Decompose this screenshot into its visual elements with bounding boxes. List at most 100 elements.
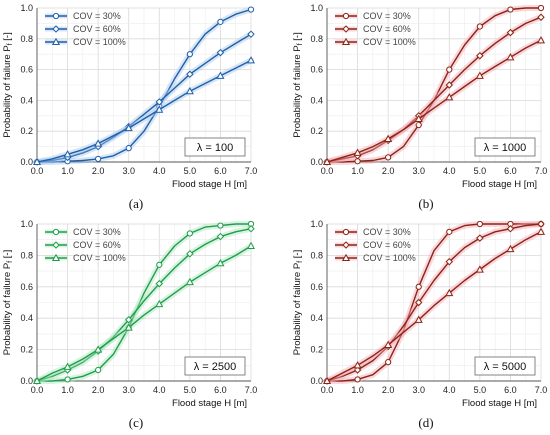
data-point [353,366,362,374]
data-point [537,13,545,21]
y-tick-label: 0.2 [310,126,323,136]
data-point [247,30,255,38]
data-point [384,340,393,348]
series-line [37,223,251,382]
data-point [246,56,256,64]
data-point [536,227,546,235]
x-tick-label: 6.0 [504,166,517,176]
legend: COV = 30% COV = 60% COV = 100% [45,227,126,263]
data-point [414,114,423,122]
x-tick-label: 0.0 [31,166,44,176]
data-point [506,244,515,253]
data-point [155,105,164,113]
y-tick-label: 0.0 [20,157,33,167]
series-line [326,223,542,382]
data-point [536,36,546,44]
y-tick-label: 1.0 [20,3,33,13]
data-point [384,134,393,142]
data-point [476,234,484,242]
x-tick-label: 2.0 [92,385,105,395]
legend: COV = 30% COV = 60% COV = 100% [45,11,126,47]
legend: COV = 30% COV = 60% COV = 100% [335,11,416,47]
panel-label: (c) [129,415,143,430]
series-line [327,223,541,382]
legend-marker [342,241,350,249]
data-point [186,250,194,258]
data-point [506,28,515,37]
x-tick-label: 2.0 [382,166,395,176]
data-point [246,241,256,250]
panel-label: (a) [129,196,143,211]
x-tick-label: 7.0 [535,166,548,176]
data-point [186,230,193,237]
x-tick-label: 7.0 [245,385,258,395]
x-tick-label: 1.0 [351,385,364,395]
lambda-box [184,356,246,376]
x-tick-label: 3.0 [412,385,425,395]
y-tick-label: 0.4 [310,95,323,105]
chart-panel-2: 0.0 1.0 2.0 3.0 4.0 5.0 6.0 7.0 0.0 0.2 0.4 0.6 0.8 1… [292,3,547,211]
y-tick-label: 0.8 [20,34,33,44]
x-tick-label: 6.0 [214,166,227,176]
data-point [124,323,133,331]
legend-label: COV = 100% [73,253,126,263]
data-point [155,279,163,288]
data-point [415,121,422,129]
x-tick-label: 7.0 [535,385,548,395]
data-point [247,6,255,13]
y-axis-label: Probability of failure Pf [-] [292,250,304,355]
series-3 [322,36,546,166]
data-point [95,366,102,374]
y-axis-label: Probability of failure Pf [-] [2,32,14,137]
chart-panel-3: 0.0 1.0 2.0 3.0 4.0 5.0 6.0 7.0 0.0 0.2 0.4 0.6 0.8 1… [2,219,257,430]
series-line [36,245,252,382]
data-point [185,86,194,95]
data-point [507,6,514,13]
y-tick-label: 0.4 [310,313,323,323]
x-tick-label: 1.0 [61,166,74,176]
chart-panel-1: 0.0 1.0 2.0 3.0 4.0 5.0 6.0 7.0 0.0 0.2 0.4 0.6 0.8 1… [2,3,257,211]
series-2 [33,225,255,385]
data-point [216,259,225,267]
legend-label: COV = 60% [363,24,411,34]
x-tick-label: 1.0 [61,385,74,395]
panel-label: (d) [418,415,433,430]
y-tick-label: 0.8 [310,34,323,44]
x-tick-label: 3.0 [412,166,425,176]
y-tick-label: 0.2 [20,126,33,136]
data-point [445,257,453,266]
series-2 [33,30,255,166]
data-point [125,145,132,152]
data-point [155,299,164,308]
data-point [446,228,453,235]
legend-label: COV = 100% [73,37,126,47]
legend-marker [52,25,60,33]
legend-marker [341,37,351,46]
y-tick-label: 0.0 [20,376,33,386]
legend-label: COV = 60% [73,24,121,34]
x-tick-label: 0.0 [31,385,44,395]
series-line [37,8,252,163]
data-point [385,359,392,366]
data-point [32,157,42,166]
data-point [476,52,484,60]
x-tick-label: 0.0 [321,166,334,176]
data-point [506,53,515,61]
data-point [506,225,515,233]
legend: COV = 30% COV = 60% COV = 100% [335,227,416,263]
data-point [217,18,224,25]
legend-marker [52,12,60,20]
legend-marker [342,25,350,33]
x-tick-label: 5.0 [474,166,487,176]
legend-label: COV = 30% [363,11,411,21]
data-point [185,277,194,286]
series-3 [32,241,256,385]
lambda-label: λ = 1000 [484,142,527,154]
data-point [415,298,423,307]
y-tick-label: 1.0 [20,219,33,229]
data-point [156,261,163,268]
y-tick-label: 1.0 [310,3,323,13]
data-point [476,220,483,228]
data-point [385,154,392,161]
